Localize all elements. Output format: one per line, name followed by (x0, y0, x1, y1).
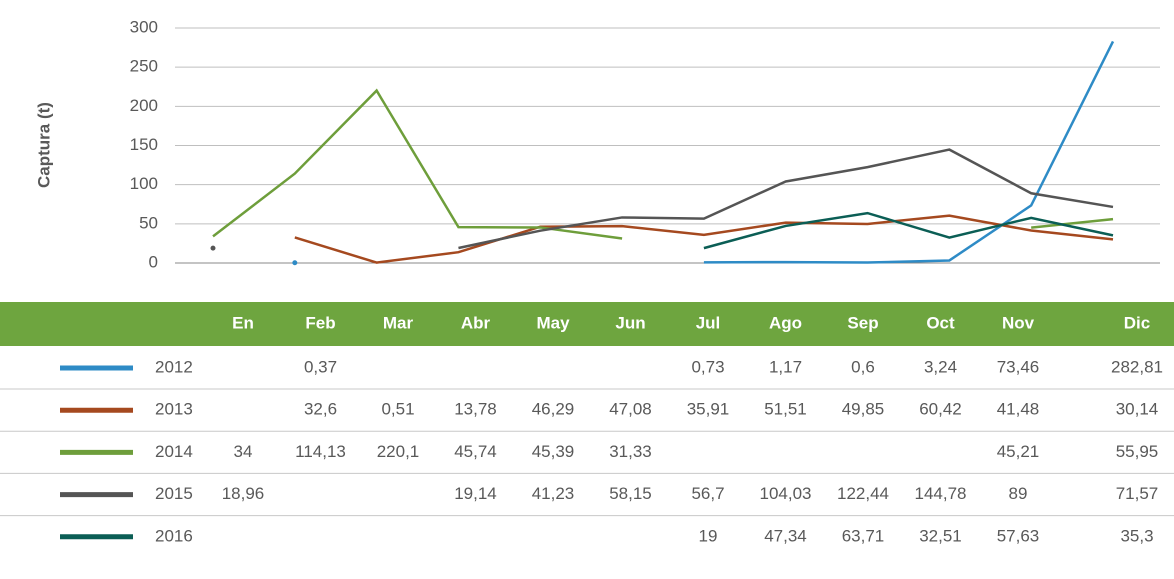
table-cell: 35,91 (687, 400, 730, 419)
series-line (703, 211, 1114, 250)
y-tick-label: 200 (130, 96, 158, 115)
line-point (292, 260, 298, 266)
table-cell: 73,46 (997, 357, 1040, 376)
series-line (212, 88, 623, 240)
table-column-header: Sep (847, 313, 878, 332)
table-cell: 122,44 (837, 484, 889, 503)
y-tick-label: 50 (139, 213, 158, 232)
table-cell: 58,15 (609, 484, 652, 503)
table-column-header: Jul (696, 313, 721, 332)
table-cell: 56,7 (691, 484, 724, 503)
line-point (210, 245, 216, 251)
table-cell: 18,96 (222, 484, 265, 503)
table-column-header: Jun (615, 313, 645, 332)
legend-label: 2012 (155, 357, 193, 376)
table-cell: 31,33 (609, 442, 652, 461)
table-column-header: Oct (926, 313, 955, 332)
table-cell: 63,71 (842, 526, 885, 545)
y-tick-label: 0 (149, 252, 158, 271)
series-line (294, 214, 1114, 264)
series-line (1031, 217, 1114, 229)
series-line (703, 40, 1115, 264)
table-cell: 47,34 (764, 526, 807, 545)
table-cell: 3,24 (924, 357, 957, 376)
table-cell: 144,78 (915, 484, 967, 503)
table-cell: 45,39 (532, 442, 575, 461)
table-column-header: Feb (305, 313, 335, 332)
y-tick-label: 250 (130, 57, 158, 76)
table-cell: 220,1 (377, 442, 420, 461)
table-column-header: May (536, 313, 570, 332)
table-cell: 104,03 (760, 484, 812, 503)
table-cell: 114,13 (295, 442, 346, 461)
table-cell: 55,95 (1116, 442, 1159, 461)
table-cell: 57,63 (997, 526, 1040, 545)
table-cell: 45,21 (997, 442, 1040, 461)
y-tick-label: 300 (130, 17, 158, 36)
legend-label: 2014 (155, 442, 193, 461)
legend-label: 2016 (155, 526, 193, 545)
table-cell: 41,23 (532, 484, 575, 503)
table-column-header: Ago (769, 313, 802, 332)
y-axis-label: Captura (t) (34, 102, 53, 188)
table-cell: 19 (699, 526, 718, 545)
table-cell: 49,85 (842, 400, 885, 419)
table-cell: 89 (1009, 484, 1028, 503)
table-cell: 1,17 (769, 357, 802, 376)
series-line (458, 148, 1114, 250)
table-cell: 19,14 (454, 484, 497, 503)
legend-label: 2015 (155, 484, 193, 503)
table-cell: 30,14 (1116, 400, 1159, 419)
table-cell: 282,81 (1111, 357, 1163, 376)
y-tick-label: 150 (130, 135, 158, 154)
table-header (0, 302, 1174, 346)
table-column-header: Nov (1002, 313, 1035, 332)
table-cell: 13,78 (454, 400, 497, 419)
table-cell: 0,73 (691, 357, 724, 376)
table-column-header: En (232, 313, 254, 332)
table-cell: 45,74 (454, 442, 497, 461)
table-cell: 71,57 (1116, 484, 1159, 503)
table-cell: 0,51 (381, 400, 414, 419)
table-column-header: Mar (383, 313, 414, 332)
table-cell: 51,51 (764, 400, 807, 419)
table-cell: 32,51 (919, 526, 962, 545)
table-column-header: Abr (461, 313, 491, 332)
table-column-header: Dic (1124, 313, 1150, 332)
table-cell: 0,37 (304, 357, 337, 376)
table-cell: 47,08 (609, 400, 652, 419)
table-cell: 60,42 (919, 400, 962, 419)
table-cell: 35,3 (1120, 526, 1153, 545)
table-cell: 32,6 (304, 400, 337, 419)
y-tick-label: 100 (130, 174, 158, 193)
table-cell: 46,29 (532, 400, 575, 419)
legend-label: 2013 (155, 400, 193, 419)
table-cell: 0,6 (851, 357, 875, 376)
table-cell: 41,48 (997, 400, 1040, 419)
table-cell: 34 (234, 442, 253, 461)
